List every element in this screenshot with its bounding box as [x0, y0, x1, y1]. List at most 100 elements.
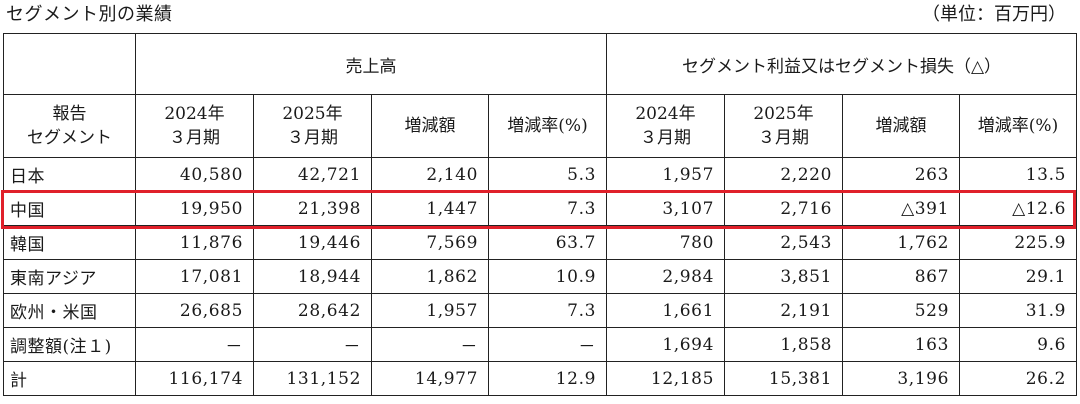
value-cell: －	[488, 327, 607, 362]
sales-group-header: 売上高	[135, 33, 607, 95]
column-header-line1: 2025年	[753, 104, 814, 124]
column-header-line1: 2025年	[282, 104, 343, 124]
value-cell: 40,580	[135, 157, 254, 192]
value-cell: △391	[842, 191, 960, 226]
column-header-6: 増減額	[842, 94, 960, 158]
column-header-line1: 増減額	[875, 116, 927, 136]
value-cell: 780	[606, 225, 725, 260]
segment-name-cell: 韓国	[3, 225, 136, 260]
column-header-line1: 増減率(%)	[977, 116, 1059, 136]
value-cell: 26,685	[135, 293, 254, 328]
column-header-line1: 2024年	[164, 104, 225, 124]
unit-label: （単位：百万円）	[922, 4, 1066, 25]
header-corner-cell	[3, 33, 136, 95]
value-cell: 63.7	[488, 225, 607, 260]
value-cell: 13.5	[958, 157, 1078, 192]
segment-header-line1: 報告	[52, 104, 87, 124]
value-cell: 1,957	[606, 157, 725, 192]
value-cell: 1,447	[371, 191, 489, 226]
column-header-1: 2025年 ３月期	[253, 94, 372, 158]
value-cell: 867	[842, 259, 960, 294]
value-cell: 10.9	[488, 259, 607, 294]
value-cell: 529	[842, 293, 960, 328]
value-cell: 17,081	[135, 259, 254, 294]
segment-results-table: 売上高 セグメント利益又はセグメント損失（△） 報告 セグメント 2024年 ３月…	[3, 33, 1078, 396]
column-header-7: 増減率(%)	[958, 94, 1078, 158]
value-cell: 2,543	[724, 225, 843, 260]
value-cell: 19,950	[135, 191, 254, 226]
value-cell: 3,196	[842, 361, 960, 396]
segment-header-cell: 報告 セグメント	[3, 94, 136, 158]
value-cell: 1,661	[606, 293, 725, 328]
value-cell: 12.9	[488, 361, 607, 396]
column-header-5: 2025年 ３月期	[724, 94, 843, 158]
value-cell: 1,762	[842, 225, 960, 260]
value-cell: 1,694	[606, 327, 725, 362]
profit-group-header: セグメント利益又はセグメント損失（△）	[605, 33, 1078, 95]
table-row: 欧州・米国 26,685 28,642 1,957 7.3 1,661 2,191 529 31…	[3, 293, 1078, 328]
value-cell: 263	[842, 157, 960, 192]
value-cell: △12.6	[958, 191, 1078, 226]
column-header-0: 2024年 ３月期	[135, 94, 254, 158]
value-cell: 3,107	[606, 191, 725, 226]
column-header-line1: 2024年	[635, 104, 696, 124]
value-cell: 14,977	[371, 361, 489, 396]
value-cell: 2,140	[371, 157, 489, 192]
segment-name-cell: 日本	[3, 157, 136, 192]
value-cell: 2,191	[724, 293, 843, 328]
table-row: 中国 19,950 21,398 1,447 7.3 3,107 2,716 △391 △12.…	[3, 191, 1078, 226]
header-group-row: 売上高 セグメント利益又はセグメント損失（△）	[3, 33, 1078, 95]
table-body: 日本 40,580 42,721 2,140 5.3 1,957 2,220 263 13.5 中…	[3, 157, 1078, 396]
segment-name-cell: 計	[3, 361, 136, 396]
value-cell: 1,858	[724, 327, 843, 362]
value-cell: 26.2	[958, 361, 1078, 396]
value-cell: 2,984	[606, 259, 725, 294]
value-cell: 42,721	[253, 157, 372, 192]
value-cell: 18,944	[253, 259, 372, 294]
value-cell: 7,569	[371, 225, 489, 260]
value-cell: 9.6	[958, 327, 1078, 362]
value-cell: 3,851	[724, 259, 843, 294]
segment-name-cell: 東南アジア	[3, 259, 136, 294]
column-header-line1: 増減率(%)	[507, 116, 588, 136]
table-row: 韓国 11,876 19,446 7,569 63.7 780 2,543 1,762 225.…	[3, 225, 1078, 260]
value-cell: 7.3	[488, 191, 607, 226]
column-header-line2: ３月期	[758, 128, 809, 148]
table-row: 日本 40,580 42,721 2,140 5.3 1,957 2,220 263 13.5	[3, 157, 1078, 192]
column-header-2: 増減額	[371, 94, 489, 158]
value-cell: 225.9	[958, 225, 1078, 260]
table-row: 調整額(注１) －－－－ 1,694 1,858 163 9.6	[3, 327, 1078, 362]
table-row: 東南アジア 17,081 18,944 1,862 10.9 2,984 3,851 867 2…	[3, 259, 1078, 294]
column-header-3: 増減率(%)	[488, 94, 607, 158]
value-cell: 1,957	[371, 293, 489, 328]
value-cell: 11,876	[135, 225, 254, 260]
value-cell: 5.3	[488, 157, 607, 192]
segment-name-cell: 調整額(注１)	[3, 327, 136, 362]
value-cell: 131,152	[253, 361, 372, 396]
column-header-4: 2024年 ３月期	[606, 94, 725, 158]
value-cell: 28,642	[253, 293, 372, 328]
column-header-line2: ３月期	[287, 128, 338, 148]
segment-name-cell: 欧州・米国	[3, 293, 136, 328]
value-cell: 163	[842, 327, 960, 362]
column-header-line2: ３月期	[169, 128, 220, 148]
header-column-row: 報告 セグメント 2024年 ３月期 2025年 ３月期 増減額 増減率(%) 2024年 ３…	[3, 94, 1078, 158]
value-cell: 29.1	[958, 259, 1078, 294]
value-cell: 12,185	[606, 361, 725, 396]
value-cell: 2,220	[724, 157, 843, 192]
value-cell: 21,398	[253, 191, 372, 226]
column-header-line2: ３月期	[640, 128, 691, 148]
column-header-line1: 増減額	[404, 116, 456, 136]
value-cell: 1,862	[371, 259, 489, 294]
segment-name-cell: 中国	[3, 191, 136, 226]
value-cell: 7.3	[488, 293, 607, 328]
table-row: 計 116,174 131,152 14,977 12.9 12,185 15,381 3,1…	[3, 361, 1078, 396]
value-cell: 2,716	[724, 191, 843, 226]
value-cell: 19,446	[253, 225, 372, 260]
segment-header-line2: セグメント	[27, 128, 112, 148]
value-cell: 31.9	[958, 293, 1078, 328]
table-title: セグメント別の業績	[6, 4, 173, 25]
value-cell: 116,174	[135, 361, 254, 396]
value-cell: 15,381	[724, 361, 843, 396]
value-cell: －	[253, 327, 372, 362]
